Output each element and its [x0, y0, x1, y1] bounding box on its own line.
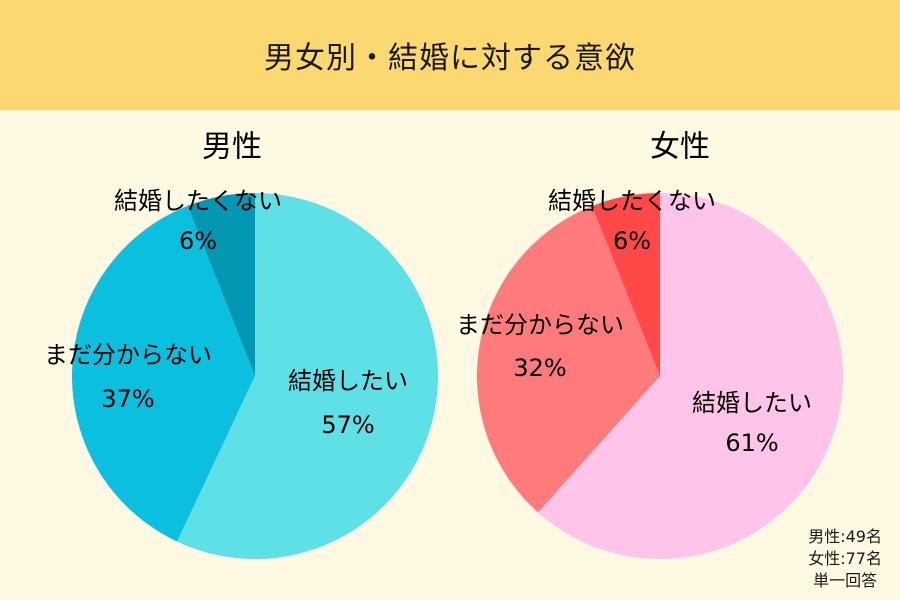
- male-slice-value-1: 37%: [101, 385, 154, 413]
- male-chart-title: 男性: [202, 130, 262, 165]
- female-slice-value-0: 61%: [725, 429, 778, 457]
- female-slice-label-2: 結婚したくない: [548, 187, 716, 215]
- male-slice-value-0: 57%: [321, 411, 374, 439]
- female-chart-title: 女性: [650, 130, 710, 165]
- page-title: 男女別・結婚に対する意欲: [264, 41, 636, 76]
- male-slice-2: [187, 192, 255, 376]
- female-slice-0: [537, 193, 844, 559]
- male-slice-label-2: 結婚したくない: [114, 187, 282, 215]
- male-slice-value-2: 6%: [179, 227, 217, 255]
- answer-type-note: 単一回答: [813, 571, 878, 590]
- female-slice-value-2: 6%: [613, 227, 651, 255]
- female-slice-1: [477, 206, 660, 513]
- male-slice-0: [177, 193, 439, 559]
- female-slice-label-1: まだ分からない: [456, 311, 624, 339]
- female-count-note: 女性:77名: [808, 549, 882, 568]
- male-count-note: 男性:49名: [808, 527, 882, 546]
- male-slice-label-1: まだ分からない: [44, 341, 212, 369]
- female-slice-2: [591, 193, 660, 376]
- male-slice-label-0: 結婚したい: [288, 367, 408, 395]
- female-slice-label-0: 結婚したい: [692, 389, 812, 417]
- respondent-note: 男性:49名 女性:77名 単一回答: [808, 526, 882, 592]
- female-slice-value-1: 32%: [513, 354, 566, 382]
- header-banner: 男女別・結婚に対する意欲: [0, 0, 900, 110]
- male-slice-1: [72, 205, 255, 542]
